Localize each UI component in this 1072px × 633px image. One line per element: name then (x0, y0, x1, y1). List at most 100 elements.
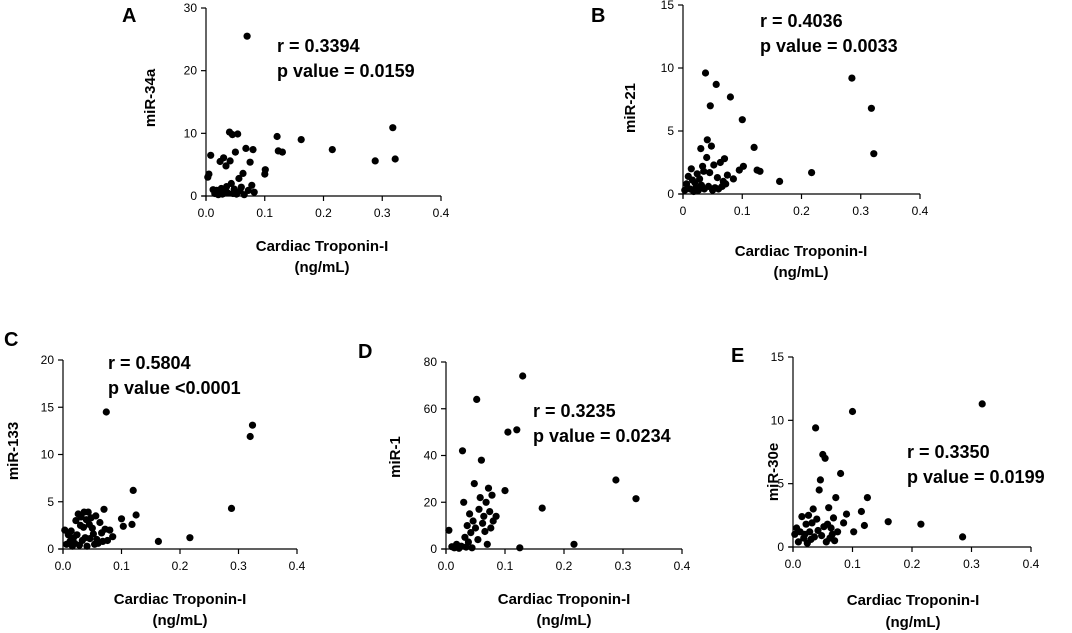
panel-d-data-point (458, 447, 467, 455)
panel-a-x-tick-label: 0.3 (374, 206, 391, 220)
panel-b-r-value: r = 0.4036 (760, 11, 843, 31)
panel-e-data-point (808, 519, 816, 527)
panel-a-x-axis-label-line1: Cardiac Troponin-I (256, 238, 389, 255)
panel-b-data-point (808, 169, 816, 177)
panel-e-data-point (857, 507, 866, 516)
panel-b-data-point (739, 162, 748, 170)
panel-letter-b: B (591, 5, 605, 27)
panel-d-data-point (482, 498, 490, 506)
panel-b-data-point (696, 175, 704, 183)
panel-e-x-tick-label: 0.4 (1023, 557, 1040, 571)
panel-b-data-point (701, 69, 710, 77)
panel-a-x-tick-label: 0.1 (256, 206, 273, 220)
panel-a-x-axis-label-line2: (ng/mL) (295, 259, 350, 276)
panel-c-data-point (128, 520, 136, 529)
panel-b-data-point (703, 153, 711, 162)
panel-b-data-point (720, 155, 729, 163)
panel-c-data-point (227, 504, 236, 512)
panel-b-data-point (683, 180, 691, 188)
panel-e-r-value: r = 0.3350 (907, 442, 990, 462)
panel-c-y-tick-label: 20 (41, 353, 55, 367)
panel-c-x-tick-label: 0.3 (230, 559, 247, 573)
panel-e-data-point (959, 533, 967, 541)
panel-d-data-point (492, 512, 500, 520)
panel-e-data-point (802, 520, 810, 528)
panel-d-data-point (469, 517, 477, 525)
panel-a-data-point (226, 157, 234, 165)
panel-a-data-point (391, 155, 399, 163)
panel-b-data-point (712, 80, 720, 88)
panel-c-data-point (106, 526, 114, 534)
panel-e-y-tick-label: 0 (777, 540, 784, 554)
panel-e-data-point (842, 510, 851, 518)
panel-a-data-point (222, 162, 230, 170)
panel-d-data-point (470, 480, 478, 488)
panel-a-data-point (246, 158, 254, 166)
panel-e-x-axis-label-line2: (ng/mL) (886, 614, 941, 631)
panel-d-data-point (486, 508, 494, 516)
panel-e-data-point (804, 511, 813, 519)
panel-e-data-point (840, 519, 848, 527)
panel-c-data-point (119, 522, 127, 530)
panel-b-x-axis-label-line2: (ng/mL) (774, 264, 829, 281)
panel-d-x-tick-label: 0.0 (438, 559, 455, 573)
panel-e: E r = 0.3350 p value = 0.0199 miR-30e Ca… (731, 345, 1045, 631)
panel-c-x-tick-label: 0.4 (289, 559, 306, 573)
panel-b-p-value: p value = 0.0033 (760, 36, 898, 56)
panel-b-data-point (870, 150, 878, 158)
panel-d-data-point (504, 428, 512, 436)
panel-d-data-point (538, 504, 546, 512)
panel-b-y-tick-label: 5 (667, 124, 674, 138)
panel-b-data-point (776, 177, 784, 185)
panel-b-data-point (867, 104, 876, 112)
panel-d-data-point (471, 524, 480, 532)
panel-d-data-point (477, 456, 485, 464)
panel-letter-e: E (731, 345, 744, 367)
panel-d: D r = 0.3235 p value = 0.0234 miR-1 Card… (358, 341, 691, 629)
panel-b-data-point (756, 167, 764, 175)
panel-b-data-point (729, 175, 738, 183)
panel-b-y-tick-label: 15 (661, 0, 675, 12)
panel-c-data-point (92, 512, 100, 520)
panel-e-data-point (829, 514, 838, 522)
panel-d-data-point (467, 529, 475, 537)
panel-a-data-point (235, 174, 243, 183)
panel-c-y-tick-label: 10 (41, 448, 55, 462)
panel-b-data-point (687, 165, 695, 173)
panel-d-y-axis-label: miR-1 (387, 436, 404, 478)
panel-e-x-tick-label: 0.2 (904, 557, 921, 571)
panel-e-data-point (848, 407, 857, 416)
panel-d-x-axis-label-line1: Cardiac Troponin-I (498, 591, 631, 608)
panel-a-y-tick-label: 20 (184, 64, 198, 78)
panel-a-data-point (224, 189, 232, 197)
panel-b-data-point (713, 174, 722, 182)
panel-b-data-point (848, 74, 856, 82)
panel-d-data-point (570, 540, 578, 548)
panel-a-data-point (231, 148, 239, 156)
panel-e-p-value: p value = 0.0199 (907, 467, 1045, 487)
panel-e-data-point (832, 494, 840, 502)
panel-e-data-point (834, 528, 842, 536)
panel-e-x-axis-label-line1: Cardiac Troponin-I (847, 592, 980, 609)
panel-letter-c: C (4, 329, 18, 351)
panel-e-data-point (815, 486, 823, 494)
panel-c-data-point (88, 524, 96, 532)
panel-d-data-point (484, 484, 493, 492)
panel-b: B r = 0.4036 p value = 0.0033 miR-21 Car… (591, 0, 929, 281)
panel-e-data-point (831, 537, 839, 545)
panel-a-data-point (261, 166, 269, 174)
panel-a-y-tick-label: 30 (184, 1, 198, 15)
panel-d-data-point (468, 544, 476, 552)
panel-b-data-point (700, 167, 708, 175)
panel-d-p-value: p value = 0.0234 (533, 426, 671, 446)
panel-c-data-point (73, 531, 81, 539)
panel-a-data-point (371, 157, 379, 165)
panel-e-data-point (860, 521, 869, 530)
panel-d-data-point (476, 494, 484, 502)
panel-d-y-tick-label: 20 (424, 495, 438, 509)
panel-b-data-point (707, 142, 716, 150)
panel-a-data-point (239, 169, 247, 177)
panel-c: C r = 0.5804 p value <0.0001 miR-133 Car… (4, 329, 306, 629)
panel-e-y-tick-label: 5 (777, 477, 784, 491)
